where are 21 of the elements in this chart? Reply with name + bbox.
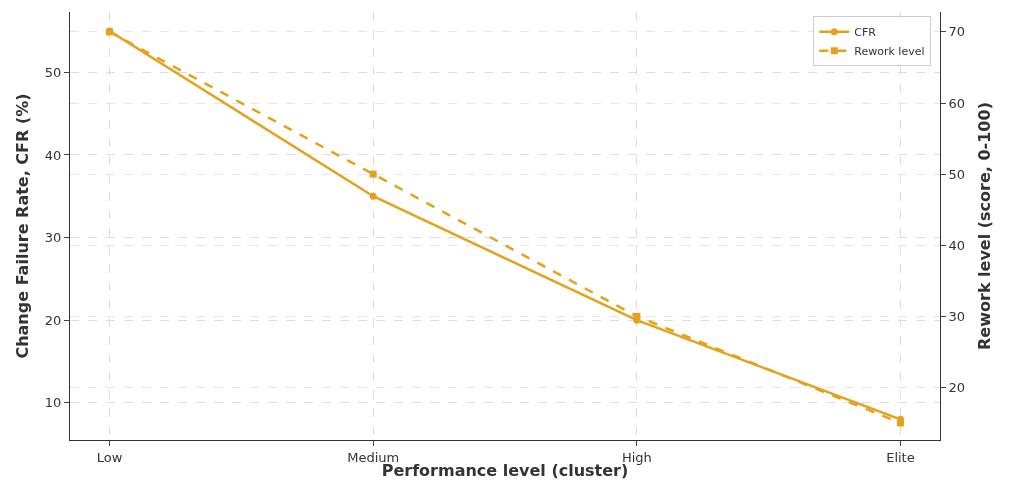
y2-tick-label: 20 xyxy=(948,379,966,395)
y2-tick-label: 30 xyxy=(948,308,966,324)
y-tick-label: 10 xyxy=(44,395,62,411)
y2-tick-label: 70 xyxy=(948,24,966,40)
point xyxy=(896,419,904,427)
y2-tick-label: 50 xyxy=(948,166,966,182)
point xyxy=(369,170,377,178)
y-tick-label: 20 xyxy=(44,312,62,328)
y-tick-label: 30 xyxy=(44,230,62,246)
y-tick-label: 40 xyxy=(44,147,62,163)
y2-axis-title: Rework level (score, 0-100) xyxy=(975,102,994,350)
legend-label: CFR xyxy=(854,26,877,40)
x-tick-label: Elite xyxy=(886,449,915,465)
y2-tick-label: 60 xyxy=(948,95,966,111)
y-axis-title: Change Failure Rate, CFR (%) xyxy=(13,93,32,359)
y-tick-label: 50 xyxy=(44,64,62,80)
x-tick-label: Low xyxy=(96,449,123,465)
point xyxy=(633,312,641,320)
y2-tick-label: 40 xyxy=(948,237,966,253)
point xyxy=(369,192,377,200)
legend-label: Rework level xyxy=(854,45,925,59)
